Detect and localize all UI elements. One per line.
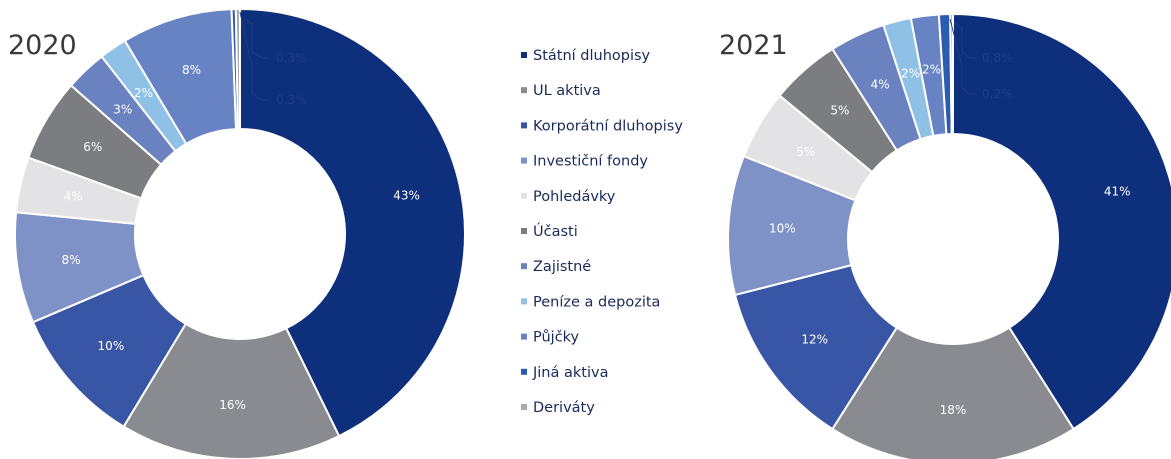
legend-item-zajistne: Zajistné [533,259,591,275]
slice-2021-statni-dluhopisy [952,12,1171,431]
legend-item-penize-a-depozita: Peníze a depozita [533,294,660,310]
legend-item-ucasti: Účasti [533,222,578,240]
legend-swatch-statni-dluhopisy [521,52,527,58]
data-label-2020-pohledavky: 4% [64,189,83,203]
callout-line-2021-derivaty [949,18,977,95]
data-label-2020-ucasti: 6% [83,140,102,154]
legend-item-investicni-fondy: Investiční fondy [533,154,648,170]
callout-line-2020-jina-aktiva [243,18,268,59]
legend-item-korporatni-dluhopisy: Korporátní dluhopisy [533,118,683,134]
data-label-2021-jina-aktiva: 0,8% [982,51,1013,65]
legend-item-statni-dluhopisy: Státní dluhopisy [533,48,651,64]
legend-item-jina-aktiva: Jiná aktiva [532,365,608,381]
legend-swatch-penize-a-depozita [521,298,527,305]
data-label-2020-statni-dluhopisy: 43% [393,188,420,202]
legend-swatch-korporatni-dluhopisy [521,122,527,129]
legend-swatch-derivaty [521,404,527,410]
data-label-2021-ul-aktiva: 18% [940,403,967,417]
legend-swatch-zajistne [521,263,527,270]
data-label-2020-korporatni-dluhopisy: 10% [98,339,125,353]
callout-line-2020-derivaty [239,11,268,101]
data-label-2020-derivaty: 0,3% [276,93,307,107]
slice-2020-derivaty [234,7,241,131]
slice-2021-derivaty [949,12,954,136]
legend-item-pujcky: Půjčky [533,330,580,346]
chart-title-2020: 2020 [8,30,77,61]
data-label-2020-jina-aktiva: 0,3% [276,51,307,65]
data-label-2021-zajistne: 4% [871,77,890,91]
legend-item-derivaty: Deriváty [533,400,595,416]
callout-line-2021-jina-aktiva [953,21,977,59]
legend: Státní dluhopisy UL aktiva Korporátní dluh… [521,48,683,416]
data-label-2021-statni-dluhopisy: 41% [1104,184,1131,198]
data-label-2021-derivaty: 0,2% [982,87,1013,101]
donut-2020: 43% 16% 10% 8% 4% 6% 3%2% 8% 0,3% 0,3% [14,7,466,459]
slice-2021-ul-aktiva [831,326,1075,459]
legend-swatch-investicni-fondy [521,157,527,164]
legend-item-ul-aktiva: UL aktiva [533,83,601,99]
legend-swatch-ucasti [521,228,527,234]
legend-swatch-pujcky [521,333,527,340]
data-label-2021-pohledavky: 5% [796,145,815,159]
data-label-2020-ul-aktiva: 16% [219,398,246,412]
data-label-2021-ucasti: 5% [830,104,849,118]
legend-item-pohledavky: Pohledávky [533,189,616,205]
data-label-2021-korporatni-dluhopisy: 12% [801,333,828,347]
legend-swatch-jina-aktiva [521,368,527,375]
data-label-2021-pujcky: 2% [922,62,941,76]
donut-2021: 41% 18% 12% 10% 5% 5% 4% 2% 2% 0,8% 0,2% [727,12,1171,459]
data-label-2020-pujcky: 8% [182,63,201,77]
slice-2020-statni-dluhopisy [239,7,466,438]
legend-swatch-ul-aktiva [521,87,527,94]
data-label-2020-zajistne: 3% [113,103,132,117]
data-label-2021-penize-a-depozita: 2% [901,66,920,80]
data-label-2020-penize-a-depozita: 2% [134,86,153,100]
slice-2020-ul-aktiva [122,322,341,459]
data-label-2021-investicni-fondy: 10% [769,221,796,235]
chart-title-2021: 2021 [719,30,788,61]
legend-swatch-pohledavky [521,192,527,199]
data-label-2020-investicni-fondy: 8% [61,253,80,267]
